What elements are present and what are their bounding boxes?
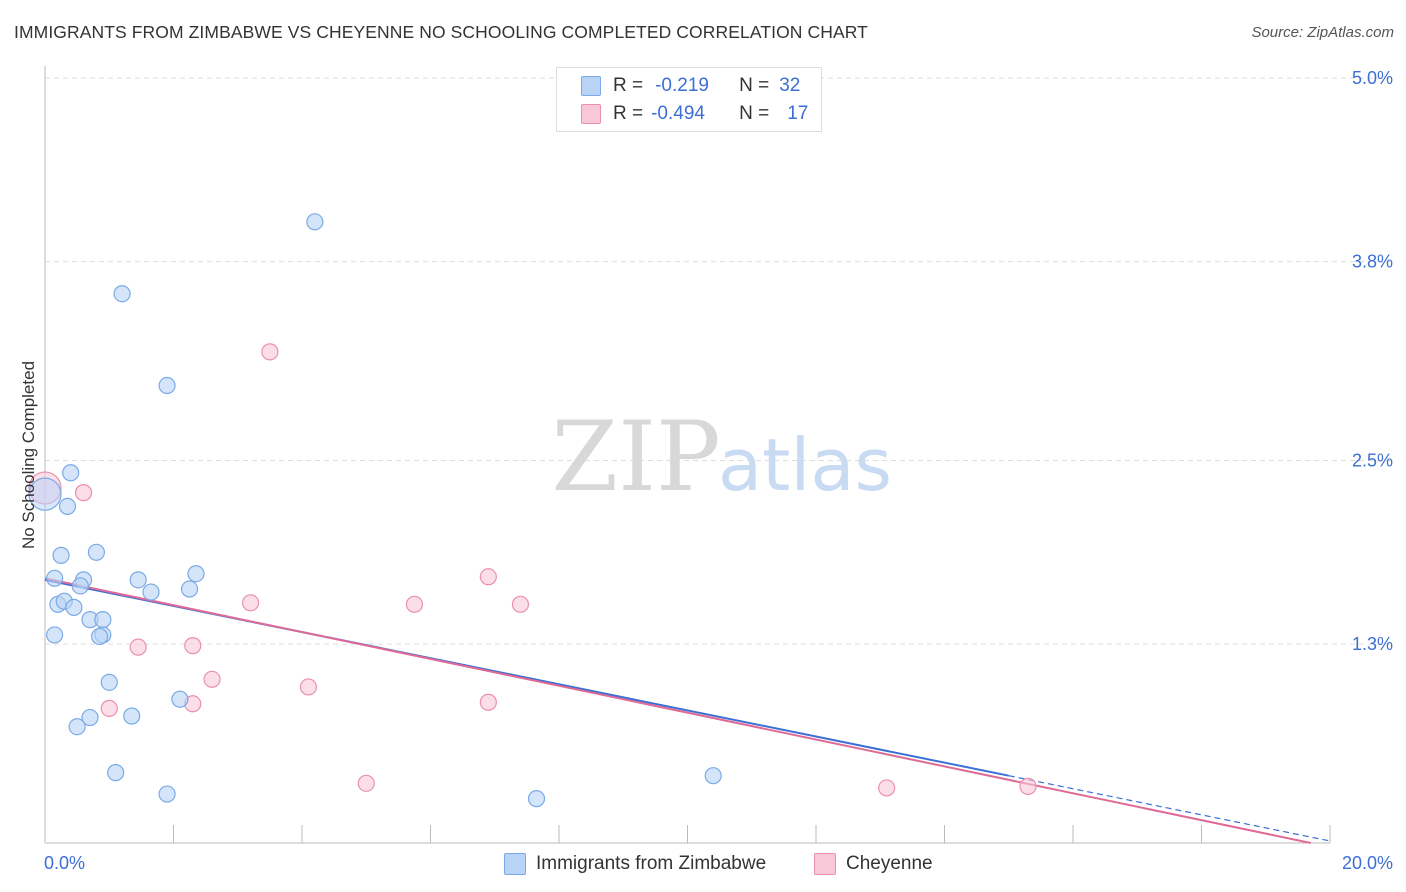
- n-value: 32: [779, 75, 801, 96]
- point-cheyenne: [1019, 777, 1037, 795]
- r-value: -0.494: [651, 103, 705, 124]
- point-cheyenne: [242, 594, 260, 612]
- point-zimbabwe: [46, 626, 64, 644]
- x-tick-label: 20.0%: [1342, 853, 1393, 873]
- point-cheyenne: [74, 484, 93, 502]
- trend-line-cheyenne: [44, 577, 1311, 844]
- watermark-atlas: atlas: [718, 423, 892, 507]
- point-cheyenne: [203, 670, 221, 688]
- trend-line-zimbabwe-extension: [1008, 775, 1331, 842]
- point-zimbabwe: [71, 577, 89, 595]
- point-zimbabwe: [52, 546, 70, 564]
- trend-lines: [44, 577, 1331, 844]
- point-zimbabwe: [65, 598, 83, 616]
- point-zimbabwe: [68, 718, 86, 736]
- n-label: N =: [739, 103, 770, 124]
- series-label-zimbabwe: Immigrants from Zimbabwe: [536, 853, 767, 874]
- point-cheyenne: [184, 637, 202, 655]
- point-zimbabwe: [81, 708, 99, 727]
- point-cheyenne: [299, 678, 318, 696]
- point-zimbabwe: [142, 583, 160, 601]
- blue-swatch: [504, 853, 526, 875]
- point-cheyenne: [479, 693, 497, 711]
- n-value: 17: [787, 103, 809, 124]
- y-tick-label: 1.3%: [1352, 634, 1393, 654]
- r-label: R =: [613, 103, 644, 124]
- point-zimbabwe: [129, 571, 147, 589]
- point-zimbabwe: [107, 764, 125, 782]
- point-zimbabwe: [87, 543, 106, 561]
- point-zimbabwe: [58, 497, 77, 515]
- stats-legend: R = -0.219 N = 32 R = -0.494 N = 17: [556, 67, 822, 132]
- point-zimbabwe: [527, 790, 546, 808]
- point-cheyenne: [878, 779, 896, 797]
- axes: [44, 66, 1331, 844]
- bottom-legend-cheyenne: Cheyenne: [814, 852, 933, 876]
- gridlines: [45, 77, 1390, 645]
- point-zimbabwe: [187, 565, 205, 583]
- legend-row-zimbabwe: R = -0.219 N = 32: [581, 74, 800, 98]
- watermark: ZIP atlas: [551, 401, 892, 513]
- point-zimbabwe: [158, 376, 176, 395]
- chart-title: IMMIGRANTS FROM ZIMBABWE VS CHEYENNE NO …: [14, 22, 868, 42]
- pink-swatch: [581, 104, 601, 124]
- y-axis-title: No Schooling Completed: [19, 361, 38, 549]
- point-zimbabwe: [91, 627, 109, 646]
- y-tick-label: 3.8%: [1352, 252, 1393, 272]
- point-cheyenne: [129, 638, 147, 656]
- point-zimbabwe: [28, 477, 62, 511]
- point-zimbabwe: [180, 580, 199, 598]
- n-label: N =: [739, 75, 770, 96]
- r-label: R =: [613, 75, 644, 96]
- source-label: Source: ZipAtlas.com: [1251, 24, 1394, 41]
- legend-row-cheyenne: R = -0.494 N = 17: [581, 102, 808, 126]
- point-cheyenne: [405, 595, 424, 613]
- y-tick-label: 5.0%: [1352, 68, 1393, 88]
- r-value: -0.219: [655, 75, 709, 96]
- point-zimbabwe: [62, 464, 80, 482]
- data-points: [28, 213, 1037, 808]
- point-zimbabwe: [171, 690, 189, 708]
- tick-labels: 1.3% 2.5% 3.8% 5.0% 0.0% 20.0% No Schooling Co…: [19, 68, 1393, 873]
- point-zimbabwe: [123, 707, 141, 725]
- point-zimbabwe: [46, 569, 64, 587]
- point-zimbabwe: [100, 673, 118, 691]
- x-tick-label: 0.0%: [44, 853, 85, 873]
- point-cheyenne: [261, 343, 279, 361]
- blue-swatch: [581, 76, 601, 96]
- series-label-cheyenne: Cheyenne: [846, 853, 933, 874]
- y-tick-label: 2.5%: [1352, 451, 1393, 471]
- point-cheyenne: [479, 568, 497, 586]
- point-zimbabwe: [158, 785, 176, 803]
- point-zimbabwe: [113, 285, 131, 303]
- point-zimbabwe: [704, 767, 722, 785]
- point-zimbabwe: [94, 611, 112, 629]
- bottom-legend-zimbabwe: Immigrants from Zimbabwe: [504, 852, 766, 876]
- point-zimbabwe: [306, 213, 324, 231]
- watermark-zip: ZIP: [551, 401, 720, 513]
- point-cheyenne: [100, 699, 118, 717]
- point-cheyenne: [511, 595, 530, 613]
- pink-swatch: [814, 853, 836, 875]
- point-cheyenne: [357, 774, 375, 792]
